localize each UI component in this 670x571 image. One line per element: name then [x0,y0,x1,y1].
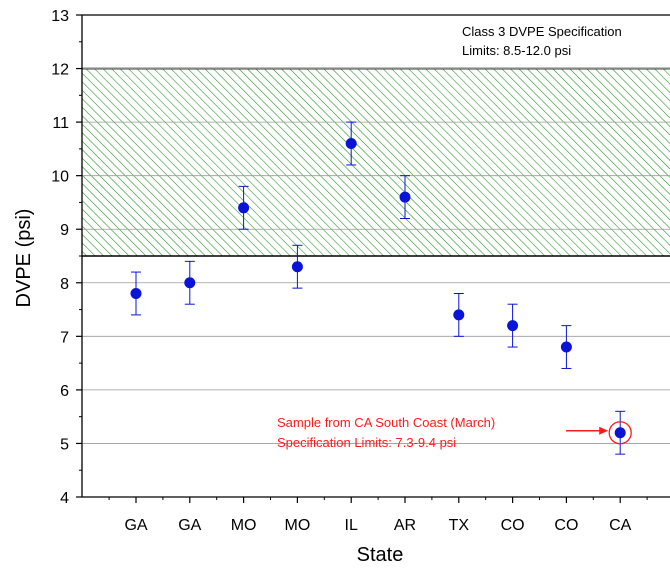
data-point [560,341,572,353]
x-tick-label: AR [394,517,416,534]
highlight-label-line1: Sample from CA South Coast (March) [277,415,495,430]
highlight-ring [608,421,632,445]
y-tick-label: 8 [60,276,69,293]
x-tick-label: TX [449,517,470,534]
x-tick-label: CO [554,517,578,534]
highlight-arrow-head [599,426,609,435]
x-tick-label: CO [501,517,525,534]
y-axis-label: DVPE (psi) [13,209,35,308]
data-point [614,427,626,439]
spec-band-label-line2: Limits: 8.5-12.0 psi [462,43,571,58]
x-tick-label: GA [124,517,147,534]
y-tick-label: 9 [60,222,69,239]
y-tick-label: 7 [60,329,69,346]
data-point [507,320,519,332]
x-tick-label: GA [178,517,201,534]
y-tick-label: 11 [52,115,69,132]
y-tick-label: 6 [60,383,69,400]
y-tick-label: 4 [60,490,69,507]
data-point [291,261,303,273]
x-tick-label: CA [609,517,632,534]
x-tick-label: IL [345,517,358,534]
data-point [453,309,465,321]
x-tick-label: MO [231,517,257,534]
x-tick-label: MO [285,517,311,534]
x-axis-label: State [357,544,404,566]
y-tick-label: 12 [51,62,69,79]
data-point [345,138,357,150]
data-point [238,202,250,214]
data-point [130,287,142,299]
y-tick-label: 5 [60,436,69,453]
spec-band-hatch [82,68,670,256]
highlight-label-line2: Specification Limits: 7.3-9.4 psi [277,435,456,450]
y-tick-label: 13 [51,8,69,25]
y-tick-label: 10 [51,169,69,186]
data-point [399,191,411,203]
data-point [184,277,196,289]
spec-band-label-line1: Class 3 DVPE Specification [462,24,622,39]
